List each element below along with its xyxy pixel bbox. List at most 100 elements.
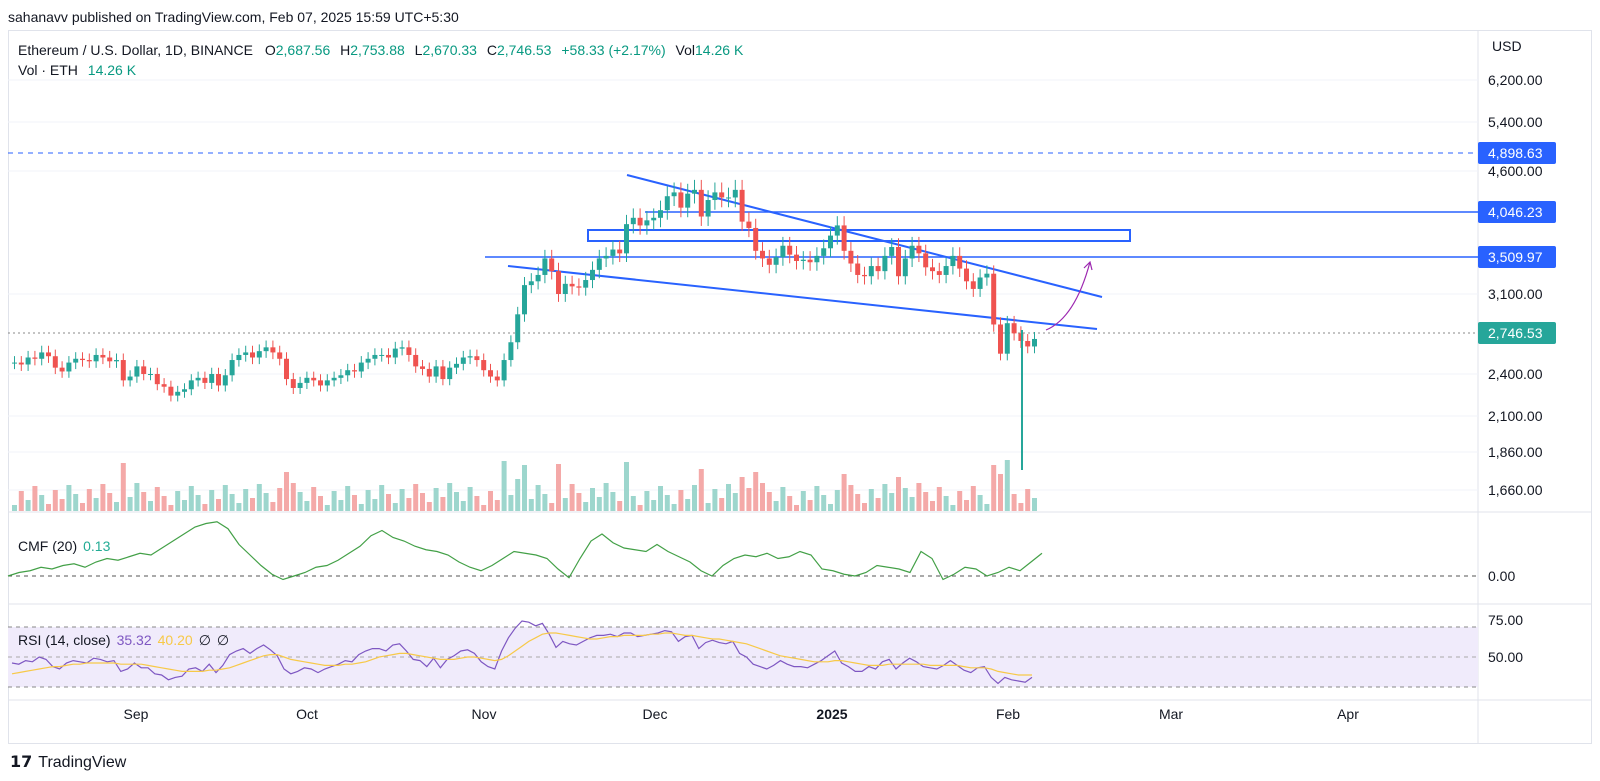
- candle-body[interactable]: [868, 266, 874, 277]
- candle-body[interactable]: [943, 266, 949, 275]
- candle-body[interactable]: [889, 247, 895, 256]
- chart-area[interactable]: [8, 30, 1592, 744]
- candle-body[interactable]: [515, 314, 521, 343]
- candle-body[interactable]: [270, 347, 276, 353]
- candle-body[interactable]: [18, 362, 24, 365]
- symbol-name[interactable]: Ethereum / U.S. Dollar, 1D, BINANCE: [18, 42, 253, 58]
- candle-body[interactable]: [630, 217, 636, 225]
- candle-body[interactable]: [175, 391, 181, 396]
- candle-body[interactable]: [1011, 323, 1017, 334]
- candle-body[interactable]: [964, 268, 969, 282]
- candle-body[interactable]: [916, 245, 922, 254]
- rsi-ma-line[interactable]: [11, 632, 1032, 676]
- candle-body[interactable]: [277, 352, 283, 359]
- candle-body[interactable]: [977, 277, 983, 289]
- candle-body[interactable]: [692, 189, 697, 194]
- tradingview-logo-icon[interactable]: 17: [10, 752, 33, 771]
- candle-body[interactable]: [297, 382, 303, 388]
- candle-body[interactable]: [392, 348, 398, 358]
- candle-body[interactable]: [243, 352, 249, 355]
- candle-body[interactable]: [542, 258, 548, 275]
- candle-body[interactable]: [909, 245, 915, 259]
- candle-body[interactable]: [100, 354, 106, 358]
- candle-body[interactable]: [256, 351, 262, 358]
- candle-body[interactable]: [522, 285, 527, 315]
- candle-body[interactable]: [460, 357, 466, 364]
- candle-body[interactable]: [583, 280, 589, 288]
- candle-body[interactable]: [345, 370, 351, 376]
- candle-body[interactable]: [358, 362, 364, 372]
- candle-body[interactable]: [188, 380, 194, 390]
- candle-body[interactable]: [712, 192, 718, 201]
- candle-body[interactable]: [848, 250, 854, 264]
- candle-body[interactable]: [508, 342, 514, 361]
- candle-body[interactable]: [433, 366, 439, 377]
- candle-body[interactable]: [488, 370, 493, 377]
- candle-body[interactable]: [32, 357, 38, 359]
- lower-trendline[interactable]: [507, 265, 1098, 330]
- cmf-line[interactable]: [7, 521, 1043, 581]
- candle-body[interactable]: [290, 379, 296, 388]
- candle-body[interactable]: [562, 283, 568, 294]
- candle-body[interactable]: [698, 189, 704, 217]
- candle-body[interactable]: [590, 269, 595, 281]
- candle-body[interactable]: [66, 362, 72, 372]
- candle-body[interactable]: [399, 347, 405, 349]
- candle-body[interactable]: [950, 255, 956, 267]
- candle-body[interactable]: [324, 380, 330, 386]
- candle-body[interactable]: [494, 376, 500, 381]
- candle-body[interactable]: [352, 370, 357, 372]
- candle-body[interactable]: [372, 354, 378, 359]
- candle-body[interactable]: [86, 360, 92, 362]
- candle-body[interactable]: [263, 347, 269, 352]
- candle-body[interactable]: [93, 354, 99, 362]
- candle-body[interactable]: [25, 357, 31, 365]
- candle-body[interactable]: [528, 281, 534, 286]
- candle-body[interactable]: [134, 366, 140, 377]
- candle-body[interactable]: [386, 354, 391, 358]
- candle-body[interactable]: [467, 356, 473, 358]
- candle-body[interactable]: [229, 360, 235, 376]
- candle-body[interactable]: [12, 362, 17, 364]
- candle-body[interactable]: [930, 267, 935, 272]
- candle-body[interactable]: [624, 224, 629, 254]
- candle-body[interactable]: [406, 347, 412, 355]
- candle-body[interactable]: [875, 266, 881, 272]
- candle-body[interactable]: [726, 197, 731, 199]
- tradingview-brand[interactable]: TradingView: [38, 754, 127, 771]
- candle-body[interactable]: [678, 192, 684, 208]
- candle-body[interactable]: [862, 274, 867, 277]
- candle-body[interactable]: [828, 235, 833, 249]
- candle-body[interactable]: [821, 248, 827, 256]
- volume-indicator-label[interactable]: Vol · ETH: [18, 62, 78, 78]
- candle-body[interactable]: [59, 367, 65, 372]
- cmf-label[interactable]: CMF (20): [18, 538, 78, 554]
- candle-body[interactable]: [800, 259, 806, 261]
- candle-body[interactable]: [73, 358, 79, 363]
- candle-body[interactable]: [1004, 323, 1010, 354]
- rsi-line[interactable]: [11, 620, 1033, 685]
- candle-body[interactable]: [807, 259, 813, 263]
- candle-body[interactable]: [440, 366, 446, 380]
- candle-body[interactable]: [970, 281, 976, 289]
- candle-body[interactable]: [46, 352, 51, 357]
- candle-body[interactable]: [501, 360, 507, 381]
- candle-body[interactable]: [671, 192, 677, 197]
- candle-body[interactable]: [236, 354, 242, 361]
- rsi-label[interactable]: RSI (14, close): [18, 632, 111, 648]
- candle-body[interactable]: [651, 217, 657, 221]
- projection-arrow[interactable]: [1045, 261, 1091, 331]
- candle-body[interactable]: [610, 249, 616, 256]
- candle-body[interactable]: [318, 380, 323, 386]
- candle-body[interactable]: [739, 189, 745, 222]
- candle-body[interactable]: [603, 255, 609, 259]
- candle-body[interactable]: [426, 368, 432, 377]
- candle-body[interactable]: [284, 358, 289, 380]
- candle-body[interactable]: [746, 221, 752, 228]
- candle-body[interactable]: [182, 389, 187, 392]
- upper-trendline[interactable]: [626, 174, 1103, 298]
- candle-body[interactable]: [168, 386, 174, 396]
- candle-body[interactable]: [780, 245, 786, 258]
- candle-body[interactable]: [1025, 340, 1031, 347]
